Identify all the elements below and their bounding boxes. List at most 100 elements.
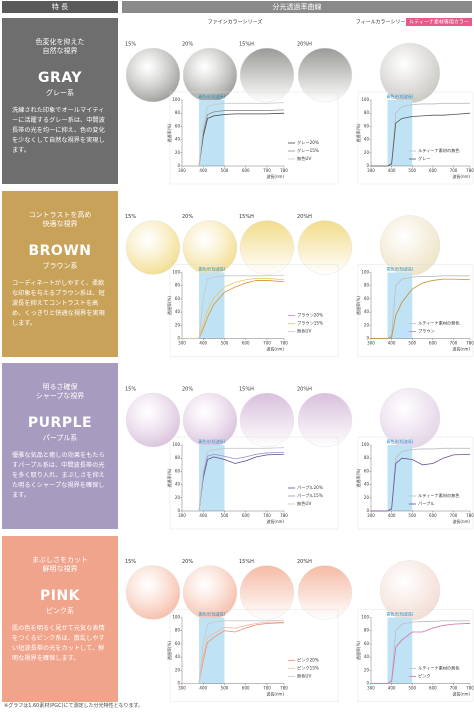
- y-tick-label: 60: [175, 468, 181, 473]
- y-tick-label: 40: [364, 137, 370, 142]
- chart-frame: [169, 609, 339, 702]
- x-axis-label: 波長(nm): [452, 346, 470, 352]
- curve: [371, 275, 470, 339]
- lens-label: 15%H: [239, 214, 254, 220]
- x-tick-label: 400: [388, 168, 396, 173]
- blue-band: [199, 617, 225, 684]
- lens-label: 15%H: [239, 559, 254, 565]
- x-tick-label: 780: [280, 513, 288, 518]
- curve: [371, 112, 471, 167]
- band-label: 青色光(短波長): [386, 438, 414, 444]
- color-name: BROWN: [28, 242, 92, 259]
- chart-frame: [357, 91, 474, 185]
- y-axis-label: 透過率(%): [166, 641, 172, 660]
- legend-label: 無色UV: [297, 500, 311, 507]
- color-name: GRAY: [38, 70, 82, 86]
- description: 肌の色を明るく見せて元気な表情をつくるピンク系は、散乱しやすい短波長帯の光をカッ…: [12, 624, 105, 662]
- color-name-jp: グレー系: [46, 89, 74, 97]
- x-tick-label: 500: [221, 341, 229, 346]
- lens: [297, 220, 353, 275]
- legend-label: ルティーナ素材の無色: [418, 665, 460, 672]
- x-tick-label: 400: [199, 513, 207, 518]
- y-axis-label: 透過率(%): [166, 296, 172, 315]
- color-name-jp: パープル系: [42, 434, 78, 442]
- x-tick-label: 700: [263, 513, 271, 518]
- band-label: 青色光(短波長): [198, 93, 226, 99]
- legend-label: ルティーナ素材の無色: [418, 147, 460, 154]
- feel-series-label: フィールカラーシリーズ: [356, 19, 410, 26]
- legend-label: ルティーナ素材の無色: [418, 320, 460, 327]
- x-tick-label: 700: [263, 341, 271, 346]
- curve: [371, 620, 470, 684]
- curve: [182, 274, 285, 339]
- y-tick-label: 100: [361, 97, 369, 102]
- x-tick-label: 500: [221, 513, 229, 518]
- lens: [297, 392, 353, 448]
- legend-label: グレー20%: [297, 139, 319, 146]
- band-label: 青色光(短波長): [386, 266, 414, 272]
- feature-panel: 色変化を抑えた 自然な視界 GRAY グレー系 洗練された印象でオールマイティーに活躍す…: [2, 18, 118, 184]
- legend-label: ブラウン15%: [297, 320, 323, 327]
- legend-label: 無色UV: [297, 328, 311, 335]
- legend-label: ピンク20%: [297, 658, 319, 664]
- curve: [182, 112, 285, 167]
- y-tick-label: 0: [177, 508, 180, 513]
- y-tick-label: 40: [175, 137, 181, 142]
- y-tick-label: 60: [175, 296, 181, 301]
- x-tick-label: 300: [367, 341, 375, 346]
- x-axis-label: 波長(nm): [452, 173, 470, 179]
- y-tick-label: 20: [175, 322, 181, 327]
- x-tick-label: 780: [466, 686, 474, 691]
- headline-line: まぶしさをカット: [32, 555, 88, 564]
- x-tick-label: 600: [242, 686, 250, 691]
- legend-label: パープル: [418, 501, 435, 507]
- x-tick-label: 780: [280, 168, 288, 173]
- lens: [125, 220, 181, 275]
- chart-frame: [357, 609, 474, 702]
- description: コーディネートがしやすく、柔軟な印象を与えるブラウン系は、短波長を抑えてコントラ…: [12, 279, 105, 327]
- x-tick-label: 780: [466, 168, 474, 173]
- x-tick-label: 300: [178, 168, 186, 173]
- legend-label: ブラウン: [418, 328, 435, 335]
- headline-line: コントラストを高め: [28, 210, 92, 219]
- y-tick-label: 60: [175, 123, 181, 128]
- x-axis-label: 波長(nm): [266, 346, 284, 352]
- lens: [125, 392, 181, 448]
- lens: [239, 220, 295, 275]
- y-tick-label: 40: [364, 309, 370, 314]
- x-tick-label: 780: [280, 341, 288, 346]
- x-tick-label: 500: [408, 168, 416, 173]
- lens-label: 20%H: [297, 387, 312, 393]
- y-axis-label: 透過率(%): [166, 468, 172, 487]
- x-tick-label: 400: [199, 686, 207, 691]
- chart-frame: [357, 436, 474, 530]
- y-tick-label: 80: [364, 110, 370, 115]
- y-tick-label: 60: [364, 296, 370, 301]
- band-label: 青色光(短波長): [198, 266, 226, 272]
- lens-label: 20%H: [297, 42, 312, 48]
- lens-label: 20%H: [297, 214, 312, 220]
- x-tick-label: 300: [178, 686, 186, 691]
- curve: [182, 280, 285, 339]
- y-tick-label: 100: [361, 442, 369, 447]
- feature-panel: コントラストを高め 快適な視界 BROWN ブラウン系 コーディネートがしやすく、柔軟な…: [2, 190, 118, 357]
- y-tick-label: 60: [364, 123, 370, 128]
- blue-band: [387, 272, 413, 339]
- headline-line: 快適な視界: [42, 219, 78, 228]
- feature-panel: まぶしさをカット 鮮明な視界 PINK ピンク系 肌の色を明るく見せて元気な表情をつくる…: [2, 535, 118, 702]
- y-tick-label: 20: [364, 150, 370, 155]
- x-tick-label: 780: [466, 341, 474, 346]
- lens-label: 15%H: [239, 42, 254, 48]
- description: 優雅な気品と癒しの効果をもたらすパープル系は、中間波長帯の光を多く取り入れ、まぶ…: [12, 452, 105, 499]
- y-tick-label: 20: [175, 150, 181, 155]
- x-tick-label: 400: [199, 168, 207, 173]
- x-axis-label: 波長(nm): [452, 691, 470, 697]
- curve: [182, 619, 285, 684]
- x-tick-label: 780: [466, 513, 474, 518]
- lens: [239, 565, 295, 620]
- curve: [182, 621, 284, 684]
- curve: [182, 447, 285, 512]
- x-tick-label: 500: [221, 686, 229, 691]
- curve: [371, 623, 471, 684]
- chart-frame: [357, 264, 474, 357]
